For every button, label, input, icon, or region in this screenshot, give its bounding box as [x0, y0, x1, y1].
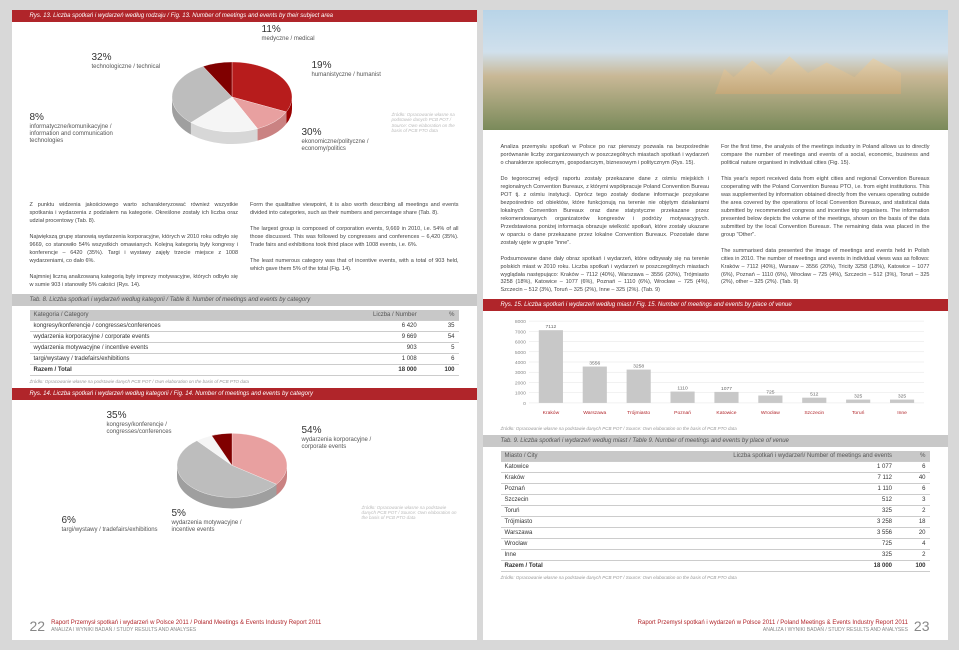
pie1-lbl-4: informatyczne/komunikacyjne / informatio… [30, 124, 113, 144]
svg-text:Poznań: Poznań [674, 410, 691, 416]
svg-text:325: 325 [897, 394, 906, 400]
pie-chart-1: 32% technologiczne / technical 11% medyc… [12, 22, 477, 192]
para-r-0: Form the qualitative viewpoint, it is al… [250, 202, 459, 218]
svg-text:Katowice: Katowice [716, 410, 736, 416]
svg-text:3000: 3000 [514, 371, 525, 377]
footer-right: 23 Raport Przemysł spotkań i wydarzeń w … [501, 618, 930, 634]
text-columns-1: Z punktu widzenia jakościowego warto sch… [12, 192, 477, 294]
svg-text:Inne: Inne [897, 410, 907, 416]
svg-text:3258: 3258 [633, 364, 644, 370]
pie2-lbl-3: targi/wystawy / tradefairs/exhibitions [62, 527, 158, 533]
svg-text:Szczecin: Szczecin [804, 410, 824, 416]
rpara-r-2: The summarised data presented the image … [721, 248, 930, 288]
pie-chart-2: 35% kongresy/konferencje / congresses/co… [12, 400, 477, 540]
pie1-pct-3: 30% [302, 127, 392, 139]
footer-title-r: Raport Przemysł spotkań i wydarzeń w Pol… [638, 620, 908, 626]
svg-text:5000: 5000 [514, 350, 525, 356]
footer-title: Raport Przemysł spotkań i wydarzeń w Pol… [51, 620, 321, 626]
fig15-header: Rys. 15. Liczba spotkań i wydarzeń wedłu… [483, 299, 948, 311]
tab9-source: Źródło: Opracowanie własne na podstawie … [483, 574, 948, 584]
pie2-pct-0: 35% [107, 410, 207, 422]
svg-text:Wrocław: Wrocław [760, 410, 779, 416]
rpara-r-1: This year's report received data from ei… [721, 176, 930, 240]
pie1-pct-1: 11% [262, 24, 342, 36]
rpara-l-1: Do tegorocznej edycji raportu zostały pr… [501, 176, 710, 248]
fig13-header: Rys. 13. Liczba spotkań i wydarzeń wedłu… [12, 10, 477, 22]
svg-text:8000: 8000 [514, 320, 525, 326]
pie1-pct-2: 19% [312, 60, 392, 72]
svg-text:1077: 1077 [720, 386, 731, 392]
svg-text:725: 725 [766, 390, 775, 396]
svg-text:Toruń: Toruń [851, 410, 864, 416]
pie2-pct-1: 54% [302, 425, 392, 437]
pie2-source: Źródło: Opracowanie własne na podstawie … [362, 505, 462, 521]
hero-photo [483, 10, 948, 130]
svg-text:Kraków: Kraków [542, 410, 559, 416]
svg-text:0: 0 [523, 401, 526, 407]
para-l-2: Najmniej liczną analizowaną kategorią by… [30, 274, 239, 290]
tab8-source: Źródło: Opracowanie własne na podstawie … [12, 378, 477, 388]
para-l-0: Z punktu widzenia jakościowego warto sch… [30, 202, 239, 226]
fig14-header: Rys. 14. Liczba spotkań i wydarzeń wedłu… [12, 388, 477, 400]
svg-text:6000: 6000 [514, 340, 525, 346]
pie1-lbl-2: humanistyczne / humanist [312, 72, 381, 78]
pie1-pct-4: 8% [30, 112, 125, 124]
fig15-source: Źródło: Opracowanie własne na podstawie … [483, 425, 948, 435]
table-8: Kategoria / CategoryLiczba / Number%kong… [12, 306, 477, 378]
rpara-l-0: Analiza przemysłu spotkań w Polsce po ra… [501, 144, 710, 168]
page-number-left: 22 [30, 618, 46, 634]
tab9-header: Tab. 9. Liczba spotkań i wydarzeń według… [483, 435, 948, 447]
footer-sub: ANALIZA I WYNIKI BADAŃ / STUDY RESULTS A… [51, 627, 196, 633]
svg-text:512: 512 [810, 392, 819, 398]
svg-text:7000: 7000 [514, 330, 525, 336]
pie2-pct-2: 5% [172, 508, 262, 520]
pie2-pct-3: 6% [62, 515, 162, 527]
svg-text:7112: 7112 [545, 325, 556, 331]
pie1-pct-0: 32% [92, 52, 172, 64]
para-l-1: Największą grupę stanowią wydarzenia kor… [30, 234, 239, 266]
svg-text:2000: 2000 [514, 381, 525, 387]
pie1-lbl-1: medyczne / medical [262, 36, 315, 42]
tab8-header: Tab. 8. Liczba spotkań i wydarzeń według… [12, 294, 477, 306]
bar-chart: 0 1000 2000 3000 4000 5000 6000 7000 8000 7112 Kra… [483, 311, 948, 425]
page-right: Analiza przemysłu spotkań w Polsce po ra… [483, 10, 948, 640]
para-r-1: The largest group is composed of corpora… [250, 226, 459, 250]
svg-text:1000: 1000 [514, 391, 525, 397]
rpara-l-2: Podsumowane dane dały obraz spotkań i wy… [501, 256, 710, 296]
footer-left: 22 Raport Przemysł spotkań i wydarzeń w … [30, 618, 459, 634]
page-left: Rys. 13. Liczba spotkań i wydarzeń wedłu… [12, 10, 477, 640]
svg-text:1110: 1110 [677, 386, 688, 392]
svg-text:Warszawa: Warszawa [583, 410, 606, 416]
para-r-2: The least numerous category was that of … [250, 258, 459, 274]
pie2-lbl-1: wydarzenia korporacyjne / corporate even… [302, 437, 372, 450]
svg-text:325: 325 [854, 394, 863, 400]
pie1-lbl-3: ekonomiczne/polityczne / economy/politic… [302, 139, 369, 152]
pie2-lbl-0: kongresy/konferencje / congresses/confer… [107, 422, 172, 435]
pie2-lbl-2: wydarzenia motywacyjne / incentive event… [172, 520, 242, 533]
svg-text:3556: 3556 [589, 361, 600, 367]
svg-text:4000: 4000 [514, 360, 525, 366]
table-9: Miasto / CityLiczba spotkań i wydarzeń/ … [483, 447, 948, 574]
text-columns-2: Analiza przemysłu spotkań w Polsce po ra… [483, 130, 948, 299]
rpara-r-0: For the first time, the analysis of the … [721, 144, 930, 168]
page-spread: Rys. 13. Liczba spotkań i wydarzeń wedłu… [12, 10, 948, 640]
footer-sub-r: ANALIZA I WYNIKI BADAŃ / STUDY RESULTS A… [763, 627, 908, 633]
pie1-source: Źródło: Opracowanie własne na podstawie … [392, 112, 462, 134]
svg-text:Trójmiasto: Trójmiasto [627, 410, 650, 416]
page-number-right: 23 [914, 618, 930, 634]
pie1-lbl-0: technologiczne / technical [92, 64, 161, 70]
